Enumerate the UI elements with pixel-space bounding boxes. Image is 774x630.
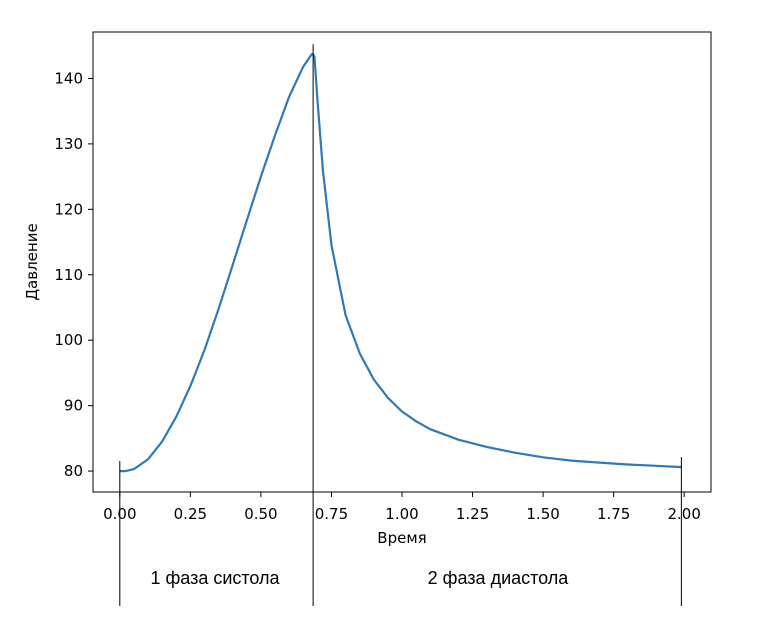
y-axis-label: Давление (23, 223, 41, 300)
y-tick-label: 130 (54, 135, 83, 153)
x-axis-label: Время (377, 529, 426, 547)
phase-markers (119, 44, 682, 606)
y-tick-label: 90 (64, 397, 83, 415)
x-tick-label: 2.00 (667, 505, 700, 523)
y-tick-label: 80 (64, 462, 83, 480)
phase-label-diastole: 2 фаза диастола (428, 568, 570, 588)
y-axis: 80 90 100 110 120 130 140 (54, 69, 93, 480)
phase-label-systole: 1 фаза систола (150, 568, 280, 588)
x-tick-label: 1.25 (456, 505, 489, 523)
y-tick-label: 110 (54, 266, 83, 284)
x-tick-label: 0.75 (315, 505, 348, 523)
y-tick-label: 100 (54, 331, 83, 349)
x-tick-label: 0.50 (244, 505, 277, 523)
x-tick-label: 1.50 (526, 505, 559, 523)
x-tick-label: 1.00 (385, 505, 418, 523)
y-tick-label: 140 (54, 69, 83, 87)
pressure-series-line (119, 53, 682, 473)
x-tick-label: 0.25 (174, 505, 207, 523)
x-tick-label: 1.75 (597, 505, 630, 523)
plot-frame (92, 31, 712, 493)
y-tick-label: 120 (54, 200, 83, 218)
x-axis: 0.00 0.25 0.50 0.75 1.00 1.25 1.50 1.75 2.00 (103, 492, 701, 523)
